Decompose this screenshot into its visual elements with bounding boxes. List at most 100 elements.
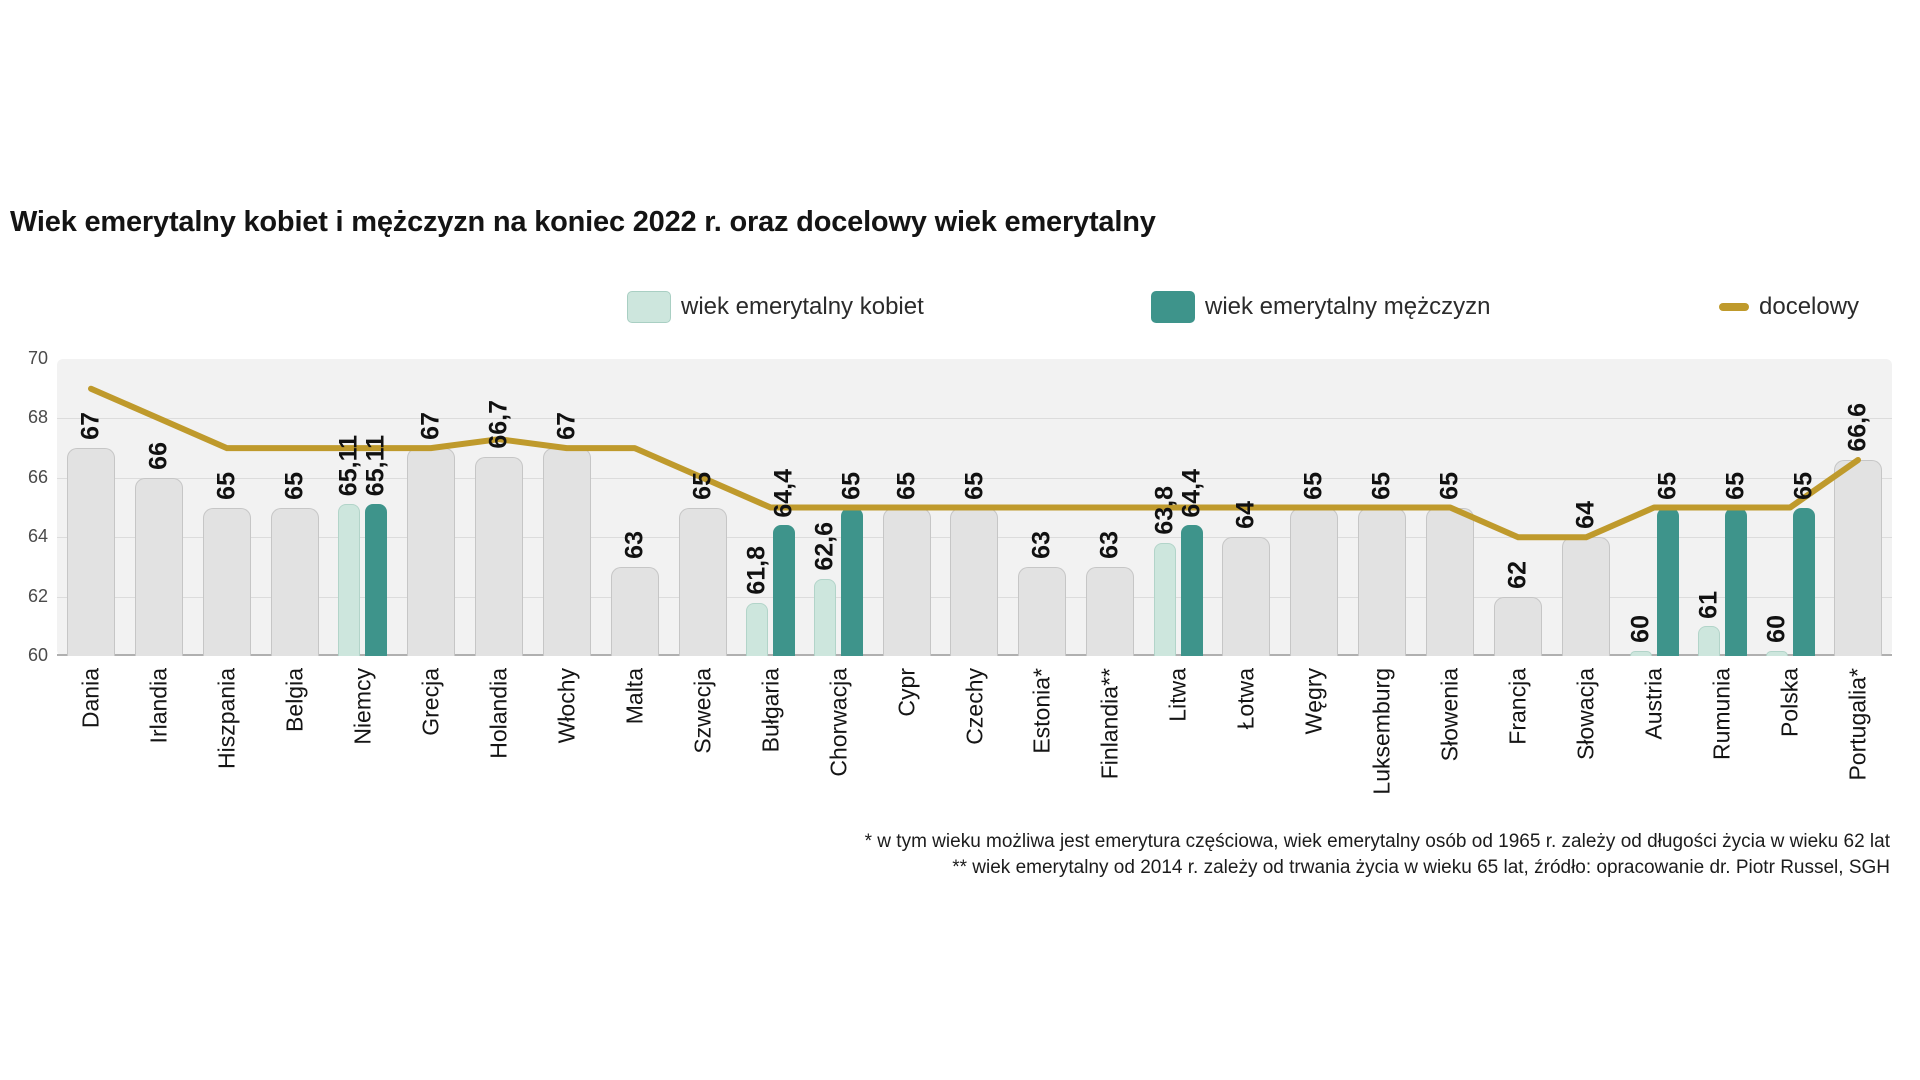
country-column xyxy=(737,359,805,656)
chart-title: Wiek emerytalny kobiet i mężczyzn na kon… xyxy=(10,206,1156,238)
bar-women xyxy=(746,602,769,656)
bar-value-label: 64 xyxy=(1231,501,1260,530)
bar-neutral xyxy=(270,507,319,656)
bar-men xyxy=(1724,507,1747,656)
country-label: Malta xyxy=(621,668,648,725)
legend-label-men: wiek emerytalny mężczyzn xyxy=(1205,293,1491,320)
bar-neutral xyxy=(1426,507,1475,656)
country-column xyxy=(1620,359,1688,656)
country-label: Dania xyxy=(77,668,104,729)
country-label: Francja xyxy=(1504,668,1531,745)
legend-label-women: wiek emerytalny kobiet xyxy=(681,293,924,320)
bar-value-label: 65 xyxy=(960,471,988,500)
country-label: Niemcy xyxy=(349,668,376,745)
bar-value-label: 65 xyxy=(892,471,921,500)
country-label: Luksemburg xyxy=(1368,668,1395,795)
bar-value-label: 65,11 xyxy=(361,435,390,497)
footnotes: * w tym wieku możliwa jest emerytura czę… xyxy=(865,829,1890,881)
legend-item-women: wiek emerytalny kobiet xyxy=(627,289,924,325)
bar-value-label: 67 xyxy=(76,412,105,441)
bar-neutral xyxy=(474,457,523,656)
bar-value-label: 60 xyxy=(1762,615,1791,643)
bar-women xyxy=(1153,543,1176,656)
bar-men xyxy=(1656,507,1679,656)
legend-swatch-women xyxy=(627,291,671,323)
legend-swatch-men xyxy=(1151,291,1195,323)
country-column xyxy=(805,359,873,656)
bar-value-label: 63 xyxy=(1095,531,1124,559)
bar-value-label: 64,4 xyxy=(769,468,798,518)
bar-value-label: 65 xyxy=(1299,471,1328,500)
bar-neutral xyxy=(1290,507,1339,656)
country-label: Austria xyxy=(1640,668,1667,740)
bar-men xyxy=(841,507,864,656)
country-column xyxy=(533,359,601,656)
bar-value-label: 61 xyxy=(1694,590,1723,619)
country-label: Hiszpania xyxy=(213,668,240,769)
country-column xyxy=(1348,359,1416,656)
y-tick-label: 62 xyxy=(27,585,48,606)
bar-value-label: 65 xyxy=(837,471,866,500)
country-label: Grecja xyxy=(417,668,444,736)
bar-value-label: 62,6 xyxy=(810,522,839,571)
bar-neutral xyxy=(610,566,659,656)
country-label: Rumunia xyxy=(1708,668,1735,761)
bar-value-label: 65 xyxy=(212,471,241,500)
country-label: Słowenia xyxy=(1436,668,1463,762)
bar-value-label: 65,11 xyxy=(334,435,363,497)
y-tick-label: 66 xyxy=(27,466,48,487)
legend-target-dash xyxy=(1719,303,1749,311)
bar-women xyxy=(814,578,837,656)
bar-value-label: 66 xyxy=(144,442,173,470)
bar-value-label: 64,4 xyxy=(1177,468,1206,518)
country-column xyxy=(873,359,941,656)
bar-value-label: 66,7 xyxy=(484,400,513,450)
bar-neutral xyxy=(542,448,591,656)
country-column xyxy=(261,359,329,656)
bar-neutral xyxy=(882,507,931,656)
country-column xyxy=(601,359,669,656)
country-label: Irlandia xyxy=(145,668,172,744)
y-axis: 70 68 66 64 62 60 xyxy=(4,348,48,665)
country-label: Bułgaria xyxy=(757,668,784,753)
bar-value-label: 60 xyxy=(1626,615,1655,643)
country-label: Finlandia** xyxy=(1096,668,1123,780)
country-label: Holandia xyxy=(485,668,512,759)
bar-value-label: 66,6 xyxy=(1843,403,1872,452)
country-label: Portugalia* xyxy=(1844,668,1871,781)
country-label: Estonia* xyxy=(1028,668,1055,754)
bar-women xyxy=(1697,626,1720,656)
y-tick-label: 68 xyxy=(27,407,48,428)
bar-value-label: 65 xyxy=(1367,471,1396,500)
country-column xyxy=(125,359,193,656)
bar-neutral xyxy=(1834,459,1882,656)
country-column xyxy=(1280,359,1348,656)
country-column xyxy=(669,359,737,656)
bar-value-label: 67 xyxy=(552,412,581,441)
country-label: Łotwa xyxy=(1232,668,1259,730)
bar-neutral xyxy=(950,507,999,656)
country-column xyxy=(57,359,125,656)
country-column xyxy=(397,359,465,656)
bar-value-label: 67 xyxy=(416,412,445,441)
bar-value-label: 62 xyxy=(1503,560,1532,589)
bar-women xyxy=(1765,651,1788,656)
country-label: Cypr xyxy=(893,668,920,717)
country-column xyxy=(1008,359,1076,656)
bar-value-label: 65 xyxy=(1789,471,1818,500)
bar-neutral xyxy=(134,477,183,656)
legend-item-men: wiek emerytalny mężczyzn xyxy=(1151,289,1490,325)
y-tick-label: 60 xyxy=(27,645,48,665)
country-column xyxy=(193,359,261,656)
bar-value-label: 61,8 xyxy=(742,545,771,595)
bar-value-label: 63 xyxy=(1027,531,1056,559)
plot-area: Dania Irlandia Hiszpania Belgia Niemcy Grecja… xyxy=(57,359,1892,795)
country-label: Czechy xyxy=(961,668,987,745)
bar-value-label: 64 xyxy=(1571,501,1600,530)
bar-value-label: 65 xyxy=(688,471,717,500)
bar-neutral xyxy=(1222,537,1271,656)
bar-men xyxy=(773,525,796,656)
bar-neutral xyxy=(1086,566,1135,656)
country-label: Litwa xyxy=(1164,668,1191,722)
